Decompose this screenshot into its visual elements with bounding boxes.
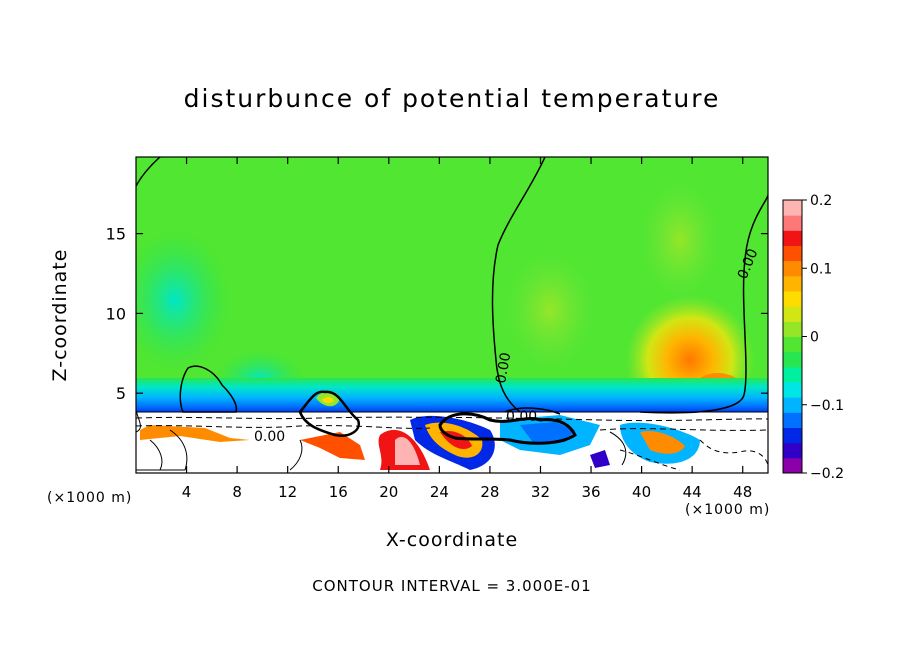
- x-tick-label: 20: [379, 483, 398, 501]
- y-units-label: (×1000 m): [47, 490, 133, 506]
- y-axis: 5 10 15: [106, 225, 768, 403]
- colorbar-swatch: [783, 275, 802, 292]
- contour-lines: [136, 157, 768, 471]
- x-tick-label: 24: [430, 483, 449, 501]
- colorbar-tick-label: 0.2: [810, 193, 832, 209]
- colorbar-swatch: [783, 306, 802, 322]
- x-tick-label: 40: [632, 483, 651, 501]
- colorbar-tick-label: 0: [810, 330, 819, 346]
- contour-interval-note: CONTOUR INTERVAL = 3.000E-01: [312, 577, 592, 595]
- x-tick-label: 8: [232, 483, 242, 501]
- colorbar-swatch: [783, 336, 802, 353]
- colorbar: 0.2 0.1 0 −0.1 −0.2: [782, 193, 844, 482]
- colorbar-swatch: [783, 215, 802, 231]
- x-tick-label: 16: [329, 483, 348, 501]
- colorbar-swatch: [783, 321, 802, 337]
- colorbar-swatch: [783, 397, 802, 413]
- colorbar-swatch: [783, 245, 802, 262]
- colorbar-swatch: [783, 412, 802, 428]
- colorbar-swatch: [783, 366, 802, 383]
- colorbar-swatch: [783, 230, 802, 246]
- contour-label: 0.00: [506, 409, 537, 425]
- x-tick-label: 12: [278, 483, 297, 501]
- colorbar-swatch: [783, 200, 802, 216]
- contour-label: 0.00: [493, 351, 514, 384]
- chart-title: disturbunce of potential temperature: [183, 84, 721, 113]
- colorbar-swatch: [783, 427, 802, 444]
- colorbar-swatch: [783, 291, 802, 307]
- x-axis: 4 8 12 16 20 24 28 32 36 40 44 48: [182, 157, 752, 501]
- y-tick-label: 10: [106, 304, 126, 323]
- x-tick-label: 4: [182, 483, 192, 501]
- colorbar-tick-label: −0.2: [810, 466, 844, 482]
- x-tick-label: 32: [531, 483, 550, 501]
- plot-frame: [135, 156, 769, 474]
- heatmap-field: [136, 157, 768, 473]
- x-tick-label: 48: [733, 483, 752, 501]
- contour-label: 0.00: [254, 429, 285, 445]
- x-axis-label: X-coordinate: [385, 529, 519, 551]
- x-tick-label: 44: [683, 483, 702, 501]
- colorbar-tick-label: −0.1: [810, 398, 844, 414]
- colorbar-swatch: [783, 382, 802, 398]
- colorbar-swatch: [783, 457, 802, 474]
- colorbar-swatch: [783, 351, 802, 368]
- x-units-label: (×1000 m): [685, 502, 771, 518]
- y-axis-label: Z-coordinate: [49, 248, 71, 382]
- x-tick-label: 28: [480, 483, 499, 501]
- colorbar-swatch: [783, 260, 802, 277]
- colorbar-tick-label: 0.1: [810, 261, 832, 277]
- x-tick-label: 36: [581, 483, 600, 501]
- y-tick-label: 15: [106, 225, 126, 244]
- y-tick-label: 5: [116, 384, 126, 403]
- colorbar-swatch: [783, 442, 802, 459]
